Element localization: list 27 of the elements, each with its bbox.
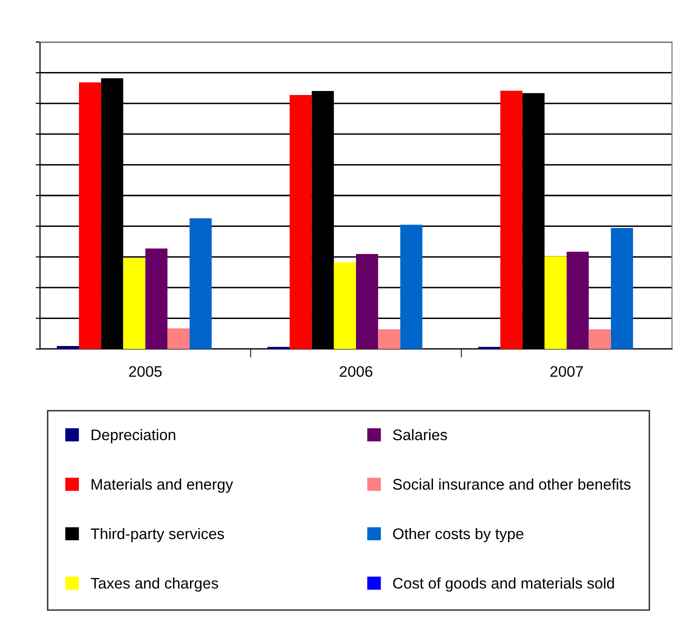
legend-label: Cost of goods and materials sold [393, 577, 614, 592]
bar [190, 218, 212, 349]
legend-label: Materials and energy [92, 478, 234, 493]
bar [588, 329, 611, 349]
bar [356, 254, 378, 349]
legend-label: Salaries [393, 429, 448, 440]
bar [334, 262, 356, 349]
bar [290, 95, 312, 349]
bar [400, 224, 422, 349]
legend-label: Third-party services [90, 528, 224, 542]
bar [378, 329, 400, 349]
legend-label: Taxes and charges [90, 577, 218, 592]
legend-label: Depreciation [92, 429, 176, 444]
x-tick-label: 2007 [550, 366, 583, 377]
legend-label: Other costs by type [393, 528, 524, 542]
bar [610, 228, 634, 349]
bar [167, 328, 190, 349]
x-tick-label: 2006 [340, 366, 372, 377]
bar [544, 256, 567, 349]
legend-label: Social insurance and other benefits [393, 478, 630, 490]
x-tick-label: 2005 [129, 366, 162, 377]
bar [123, 258, 146, 349]
bar [78, 82, 102, 349]
bar [56, 346, 79, 349]
bar [566, 252, 589, 349]
bar [145, 248, 168, 349]
bar [500, 90, 522, 349]
